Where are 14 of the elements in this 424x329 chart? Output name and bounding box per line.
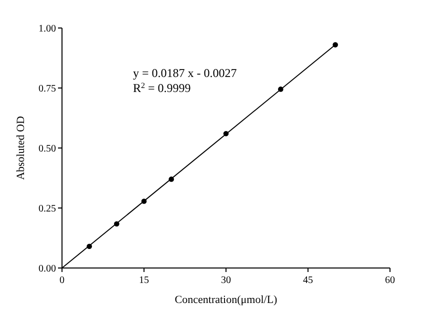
- x-tick-label: 0: [60, 275, 64, 286]
- y-tick-label: 0.25: [38, 204, 56, 214]
- y-tick-label: 0.00: [38, 264, 56, 274]
- y-tick-label: 0.50: [38, 144, 56, 154]
- y-axis-title: Absoluted OD: [15, 116, 27, 180]
- x-tick-label: 45: [303, 275, 313, 286]
- x-tick-label: 15: [139, 275, 149, 286]
- y-tick-label: 0.75: [38, 84, 56, 94]
- y-tick-label: 1.00: [38, 24, 56, 34]
- annotation: y = 0.0187 x - 0.0027: [133, 66, 237, 80]
- x-tick-label: 30: [221, 275, 231, 286]
- annotation: R$^{2}$ = 0.9999: [133, 80, 191, 95]
- x-axis-title: Concentration(μmol/L): [174, 294, 278, 306]
- x-tick-label: 60: [385, 275, 395, 286]
